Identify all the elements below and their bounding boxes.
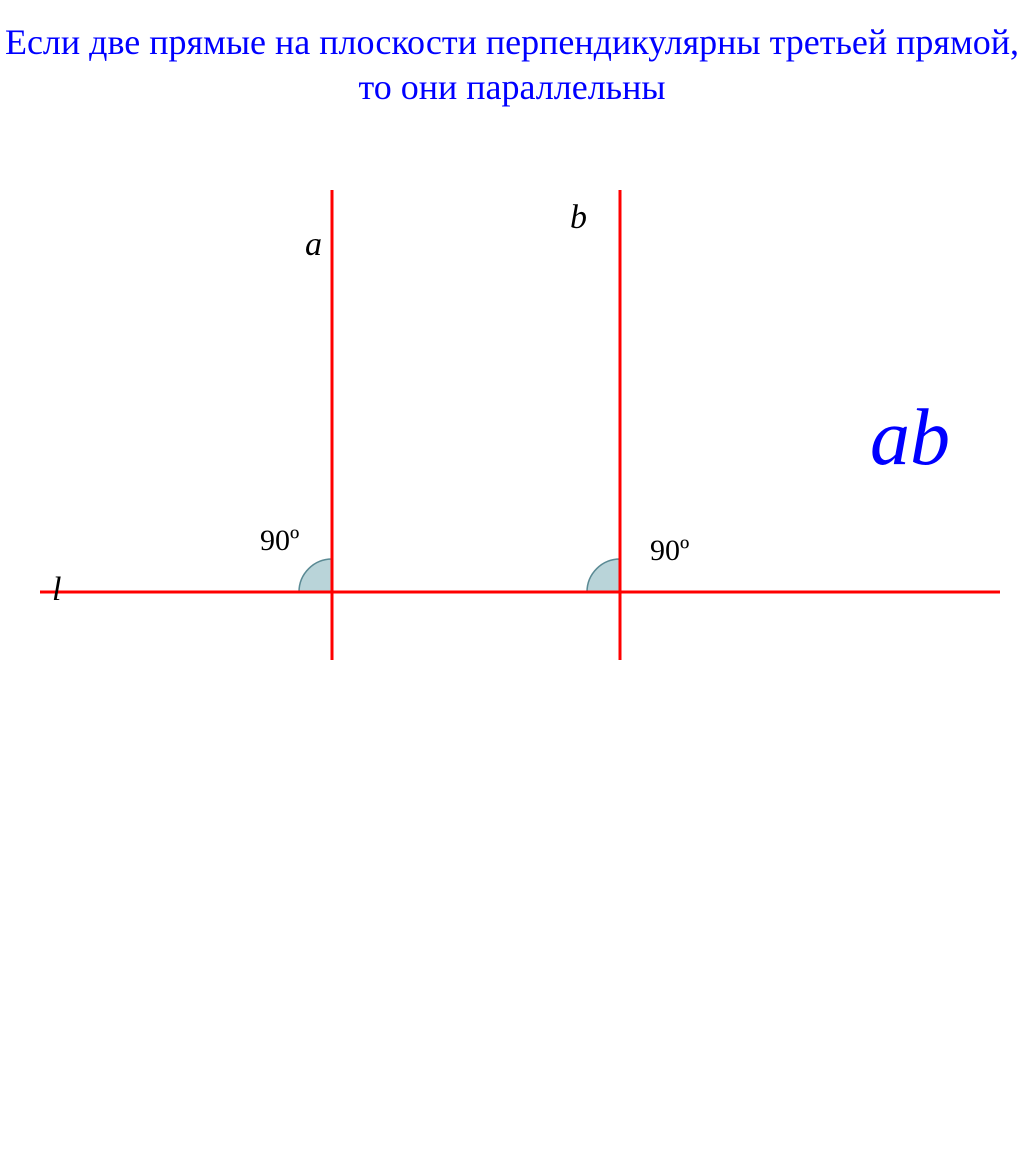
label-b: b <box>570 199 587 236</box>
theorem-title: Если две прямые на плоскости перпендикул… <box>0 20 1024 110</box>
label-a: a <box>305 226 322 263</box>
angle-label-a: 90º <box>260 524 299 557</box>
angle-label-b: 90º <box>650 534 689 567</box>
angle-arc-b <box>587 559 620 592</box>
geometry-diagram: a b l 90º 90º <box>0 0 1024 767</box>
label-l: l <box>52 571 61 608</box>
angle-arc-a <box>299 559 332 592</box>
parallel-notation: a b <box>870 398 950 478</box>
parallel-icon <box>872 398 1024 1165</box>
